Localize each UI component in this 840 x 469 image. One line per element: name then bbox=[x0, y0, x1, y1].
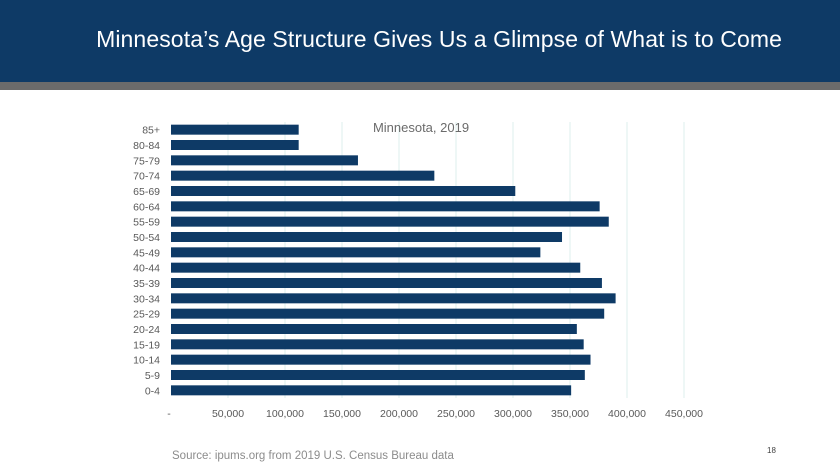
source-note: Source: ipums.org from 2019 U.S. Census … bbox=[172, 450, 454, 462]
x-tick-label: 50,000 bbox=[212, 408, 244, 420]
x-axis-tick-labels: - 50,000 100,000 150,000 200,000 250,000 300,0… bbox=[167, 408, 703, 420]
y-tick-label: 75-79 bbox=[133, 155, 160, 167]
gridlines bbox=[227, 122, 685, 398]
bar-85+ bbox=[171, 124, 299, 135]
y-tick-label: 30-34 bbox=[133, 293, 160, 305]
x-tick-label: 400,000 bbox=[608, 408, 646, 420]
y-axis-tick-labels: 85+ 80-84 75-79 70-74 65-69 60-64 55-59 50-54 45… bbox=[133, 125, 160, 398]
bar-10-14 bbox=[171, 354, 591, 365]
bar-20-24 bbox=[171, 324, 577, 334]
bar-55-59 bbox=[171, 216, 609, 227]
x-tick-label: 300,000 bbox=[494, 408, 532, 420]
bar-25-29 bbox=[171, 308, 605, 319]
title-banner bbox=[0, 0, 840, 82]
y-tick-label: 25-29 bbox=[133, 309, 160, 321]
bar-45-49 bbox=[171, 247, 541, 258]
bar-30-34 bbox=[171, 293, 616, 304]
y-tick-label: 40-44 bbox=[133, 263, 160, 275]
y-tick-label: 50-54 bbox=[133, 232, 160, 244]
x-tick-label: 150,000 bbox=[323, 408, 361, 420]
bar-0-4 bbox=[171, 385, 572, 396]
y-tick-label: 45-49 bbox=[133, 247, 160, 259]
bar-15-19 bbox=[171, 339, 584, 350]
y-tick-label: 80-84 bbox=[133, 140, 160, 152]
x-tick-label: 450,000 bbox=[665, 408, 703, 420]
page-number: 18 bbox=[767, 446, 776, 455]
title-underline-bar bbox=[0, 82, 840, 90]
bar-75-79 bbox=[171, 155, 358, 166]
y-tick-label: 55-59 bbox=[133, 217, 160, 229]
x-tick-label: 250,000 bbox=[437, 408, 475, 420]
y-tick-label: 35-39 bbox=[133, 278, 160, 290]
y-tick-label: 70-74 bbox=[133, 171, 160, 183]
x-tick-label: 350,000 bbox=[551, 408, 589, 420]
x-tick-label: 200,000 bbox=[380, 408, 418, 420]
bar-35-39 bbox=[171, 278, 602, 288]
bars bbox=[171, 124, 616, 396]
bar-60-64 bbox=[171, 201, 600, 212]
bar-40-44 bbox=[171, 262, 581, 273]
bar-50-54 bbox=[171, 232, 563, 242]
y-tick-label: 15-19 bbox=[133, 339, 160, 351]
y-tick-label: 10-14 bbox=[133, 355, 160, 367]
chart-title: Minnesota, 2019 bbox=[373, 120, 469, 135]
y-tick-label: 5-9 bbox=[145, 370, 160, 382]
x-tick-label: - bbox=[167, 408, 171, 420]
bar-5-9 bbox=[171, 370, 585, 380]
y-tick-label: 85+ bbox=[142, 125, 160, 137]
x-tick-label: 100,000 bbox=[266, 408, 304, 420]
slide-title: Minnesota’s Age Structure Gives Us a Gli… bbox=[96, 26, 782, 52]
bar-65-69 bbox=[171, 186, 516, 196]
y-tick-label: 65-69 bbox=[133, 186, 160, 198]
y-tick-label: 60-64 bbox=[133, 201, 160, 213]
y-tick-label: 20-24 bbox=[133, 324, 160, 336]
y-tick-label: 0-4 bbox=[145, 385, 160, 397]
bar-70-74 bbox=[171, 170, 435, 181]
bar-80-84 bbox=[171, 140, 299, 150]
